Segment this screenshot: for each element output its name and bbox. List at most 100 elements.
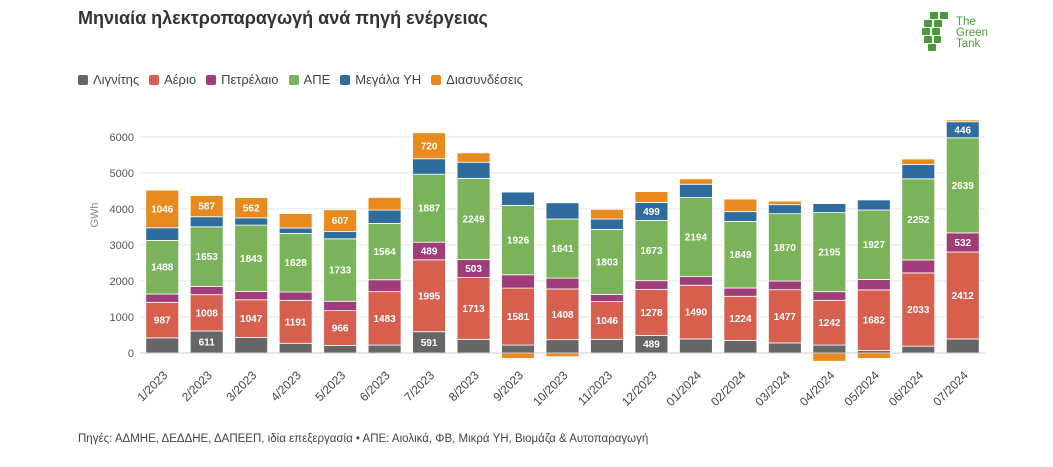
legend-item: ΑΠΕ [288, 72, 330, 87]
bar-segment [856, 199, 891, 211]
green-tank-logo: The Green Tank [920, 8, 1030, 58]
legend-item: Λιγνίτης [78, 72, 139, 87]
bar-segment [145, 293, 180, 303]
bar-segment [278, 299, 313, 344]
bar-segment [679, 276, 713, 286]
chart-title: Μηνιαία ηλεκτροπαραγωγή ανά πηγή ενέργει… [78, 8, 488, 28]
legend-label: Μεγάλα ΥΗ [355, 72, 422, 87]
bar-segment [501, 204, 535, 276]
bar-segment [234, 217, 269, 226]
legend-item: Διασυνδέσεις [431, 72, 523, 87]
bar-segment [412, 259, 446, 333]
bar-value-label: 499 [643, 207, 660, 218]
bar-segment [945, 137, 980, 234]
bar-segment [189, 294, 224, 332]
y-tick-label: 6000 [110, 132, 134, 144]
bar-segment [590, 208, 624, 220]
logo-line-1: The [956, 16, 976, 28]
bar-segment [768, 200, 802, 206]
bar-value-label: 1224 [729, 314, 752, 325]
bar-segment [367, 344, 402, 354]
logo-line-3: Tank [956, 38, 981, 50]
bar-value-label: 1278 [640, 308, 663, 319]
bar-value-label: 1849 [729, 250, 752, 261]
bar-value-label: 1653 [196, 252, 219, 263]
bar-value-label: 489 [643, 340, 660, 351]
x-tick-label: 06/2024 [886, 368, 927, 409]
bar-value-label: 1713 [462, 304, 485, 315]
logo-line-2: Green [956, 27, 988, 39]
bar-segment [679, 183, 713, 198]
bar-segment [501, 352, 535, 359]
bar-segment [590, 218, 624, 230]
bar-segment [723, 295, 758, 341]
x-tick-label: 12/2023 [619, 368, 660, 409]
bar-segment [545, 277, 580, 290]
x-tick-label: 1/2023 [135, 368, 171, 404]
y-tick-label: 4000 [110, 204, 134, 216]
x-tick-label: 02/2024 [708, 368, 749, 409]
bar-value-label: 1564 [373, 247, 396, 258]
bar-segment [323, 345, 357, 354]
bar-value-label: 1733 [329, 266, 352, 277]
bar-segment [901, 345, 936, 354]
bar-value-label: 966 [332, 324, 349, 335]
bar-segment [723, 287, 758, 297]
bar-value-label: 1870 [774, 243, 797, 254]
bar-segment [278, 213, 313, 229]
bar-segment [278, 227, 313, 234]
bar-segment [768, 213, 802, 282]
bar-value-label: 1047 [240, 314, 263, 325]
bar-segment [856, 289, 891, 351]
bar-segment [812, 291, 847, 301]
bar-segment [189, 285, 224, 296]
bar-value-label: 1926 [507, 236, 530, 247]
bar-segment [367, 197, 402, 211]
bar-segment [545, 202, 580, 220]
bar-segment [856, 279, 891, 291]
bar-segment [189, 216, 224, 228]
leaf-logo-icon [922, 12, 948, 51]
bar-segment [723, 339, 758, 354]
bar-value-label: 1046 [151, 204, 174, 215]
bar-segment [856, 352, 891, 359]
x-tick-label: 2/2023 [179, 368, 215, 404]
x-tick-label: 7/2023 [401, 368, 437, 404]
bar-value-label: 1803 [596, 257, 619, 268]
x-tick-label: 01/2024 [663, 368, 704, 409]
x-tick-label: 8/2023 [446, 368, 482, 404]
legend-item: Αέριο [149, 72, 196, 87]
chart-legend: Λιγνίτης Αέριο Πετρέλαιο ΑΠΕ Μεγάλα ΥΗ Διασυν… [78, 72, 523, 87]
bar-segment [856, 209, 891, 280]
bar-segment [367, 279, 402, 293]
bar-segment [901, 272, 936, 347]
bar-segment [145, 301, 180, 339]
source-footnote: Πηγές: ΑΔΜΗΕ, ΔΕΔΔΗΕ, ΔΑΠΕΕΠ, ιδία επεξε… [78, 433, 649, 445]
bar-value-label: 1843 [240, 254, 263, 265]
bar-value-label: 1581 [507, 312, 530, 323]
bar-segment [723, 220, 758, 289]
x-tick-label: 5/2023 [312, 368, 348, 404]
x-tick-label: 4/2023 [268, 368, 304, 404]
legend-swatch [340, 74, 351, 85]
logo-text: The Green Tank [956, 16, 1016, 50]
bar-value-label: 1887 [418, 204, 441, 215]
bar-segment [812, 299, 847, 346]
bar-value-label: 720 [421, 141, 438, 152]
bar-value-label: 1191 [285, 317, 307, 328]
bar-segment [367, 209, 402, 224]
legend-label: Διασυνδέσεις [446, 72, 523, 87]
y-tick-label: 0 [128, 348, 134, 360]
x-tick-label: 9/2023 [490, 368, 526, 404]
bar-segment [634, 280, 669, 290]
legend-label: Αέριο [164, 72, 197, 87]
bar-segment [945, 338, 980, 354]
bar-value-label: 562 [243, 203, 260, 214]
bar-value-label: 987 [154, 316, 171, 327]
y-axis-label: GWh [89, 202, 101, 227]
x-tick-label: 03/2024 [752, 368, 793, 409]
bar-segment [901, 163, 936, 180]
bar-value-label: 1488 [151, 263, 174, 274]
bar-segment [501, 287, 535, 346]
bar-segment [768, 280, 802, 291]
